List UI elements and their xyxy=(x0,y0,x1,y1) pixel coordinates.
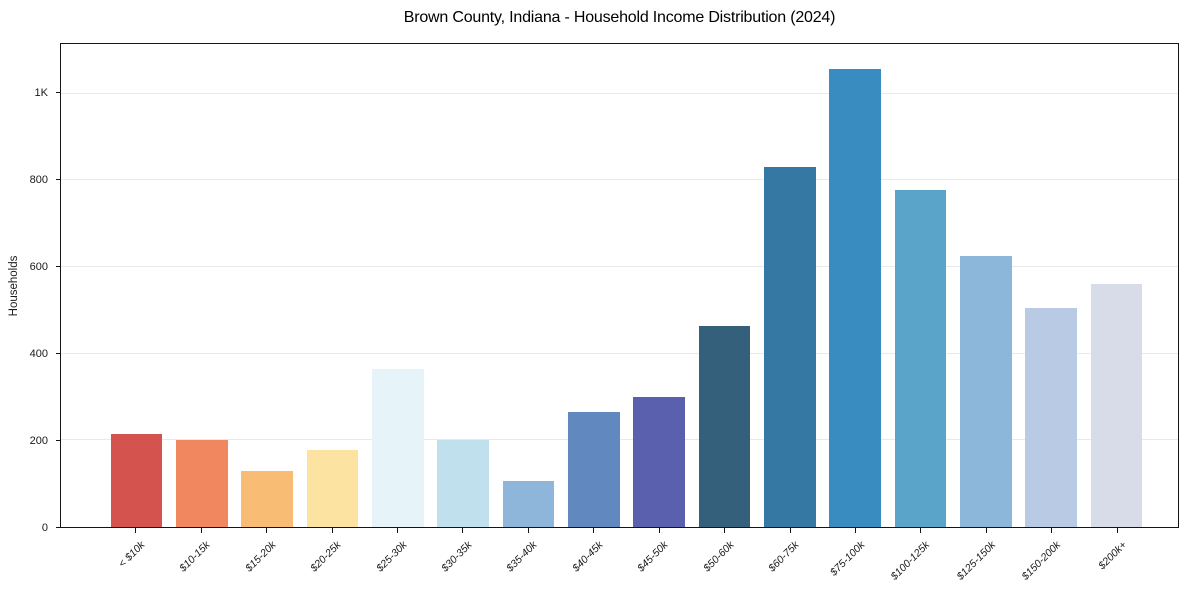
bar-35-40k xyxy=(502,480,555,527)
y-axis-label: Households xyxy=(8,255,20,316)
x-tick-label-3: $20-25k xyxy=(308,539,344,575)
x-tick-label-10: $60-75k xyxy=(766,539,802,575)
x-tick-mark-3 xyxy=(331,528,333,533)
bar-150-200k xyxy=(1025,307,1077,527)
x-tick-mark-11 xyxy=(855,528,857,533)
x-tick-mark-14 xyxy=(1051,528,1053,533)
bar-slot-15 xyxy=(1084,44,1149,527)
bar-20-25k xyxy=(306,450,359,527)
bar-slot-9 xyxy=(692,44,757,527)
y-tick-label-1K: 1K xyxy=(34,87,48,100)
x-tick-mark-6 xyxy=(527,528,529,533)
y-tick-label-800: 800 xyxy=(29,174,48,187)
gridline-800 xyxy=(61,179,1178,181)
bar-slot-0 xyxy=(104,44,169,527)
x-tick-mark-0 xyxy=(135,528,137,533)
bar-75-100k xyxy=(829,68,881,527)
x-tick-label-9: $50-60k xyxy=(700,539,737,575)
x-tick-label-2: $15-20k xyxy=(242,539,279,575)
bar-100-125k xyxy=(894,190,947,527)
gridline-400 xyxy=(61,352,1178,354)
x-tick-mark-5 xyxy=(462,528,464,533)
x-tick-label-5: $30-35k xyxy=(439,539,475,575)
bar-slot-4 xyxy=(365,44,430,527)
chart-title: Brown County, Indiana - Household Income… xyxy=(403,9,836,26)
bar-60-75k xyxy=(763,167,816,527)
y-tick-mark-0 xyxy=(56,527,60,528)
x-tick-mark-2 xyxy=(266,528,268,533)
bar-slot-3 xyxy=(300,44,365,527)
bar-slot-7 xyxy=(561,44,626,527)
bar-30-35k xyxy=(437,439,490,527)
x-tick-label-11: $75-100k xyxy=(827,539,868,579)
x-tick-mark-7 xyxy=(593,528,595,533)
bar-slot-12 xyxy=(888,44,953,527)
x-tick-mark-9 xyxy=(724,528,726,533)
bar-slot-14 xyxy=(1018,44,1083,527)
x-tick-label-4: $25-30k xyxy=(373,539,409,575)
y-tick-mark-1K xyxy=(56,92,60,94)
y-tick-label-200: 200 xyxy=(29,435,48,448)
bar-45-50k xyxy=(633,397,685,527)
bar-slot-6 xyxy=(496,44,561,527)
y-tick-label-0: 0 xyxy=(41,522,48,534)
bar-50-60k xyxy=(698,326,751,527)
bar-10-15k xyxy=(176,440,228,527)
y-axis: Households 0 200 400 600 800 1K xyxy=(0,43,60,534)
bar-slot-11 xyxy=(822,44,887,527)
x-tick-label-12: $100-125k xyxy=(888,539,933,583)
bar-25-30k xyxy=(372,368,424,527)
gridline-1K xyxy=(61,92,1178,94)
x-tick-label-6: $35-40k xyxy=(504,539,540,575)
bar-slot-8 xyxy=(627,44,692,527)
x-tick-label-13: $125-150k xyxy=(954,539,998,583)
bar-slot-5 xyxy=(431,44,496,527)
x-tick-label-1: $10-15k xyxy=(177,539,213,575)
x-tick-mark-4 xyxy=(396,528,398,533)
x-tick-mark-1 xyxy=(200,528,202,533)
x-tick-mark-10 xyxy=(789,528,791,533)
bar-slot-10 xyxy=(757,44,822,527)
plot-area xyxy=(60,43,1179,528)
x-tick-label-8: $45-50k xyxy=(635,539,671,575)
y-tick-mark-800 xyxy=(56,179,60,181)
y-tick-label-400: 400 xyxy=(29,348,48,361)
x-tick-mark-13 xyxy=(985,528,987,533)
bar-slot-13 xyxy=(953,44,1018,527)
bar-15-20k xyxy=(241,470,294,527)
bar-40-45k xyxy=(568,412,620,527)
x-tick-mark-15 xyxy=(1116,528,1118,533)
x-tick-mark-12 xyxy=(920,528,922,533)
x-tick-mark-8 xyxy=(658,528,660,533)
bar-10k xyxy=(110,433,163,527)
y-tick-mark-600 xyxy=(56,266,60,268)
x-tick-label-15: $200k+ xyxy=(1095,539,1129,573)
bar-200k xyxy=(1090,283,1143,527)
x-tick-label-7: $40-45k xyxy=(569,539,606,575)
bar-slot-1 xyxy=(169,44,234,527)
y-tick-mark-200 xyxy=(56,440,60,442)
bars-row xyxy=(61,44,1178,527)
bar-125-150k xyxy=(959,256,1012,527)
bar-slot-2 xyxy=(235,44,300,527)
x-axis: < $10k $10-15k $15-20k $20-25k $25-30k $30-35… xyxy=(60,528,1179,590)
gridline-600 xyxy=(61,266,1178,268)
x-tick-label-0: < $10k xyxy=(116,539,148,570)
x-tick-label-14: $150-200k xyxy=(1019,539,1064,583)
y-tick-mark-400 xyxy=(56,353,60,355)
y-tick-label-600: 600 xyxy=(29,261,48,274)
